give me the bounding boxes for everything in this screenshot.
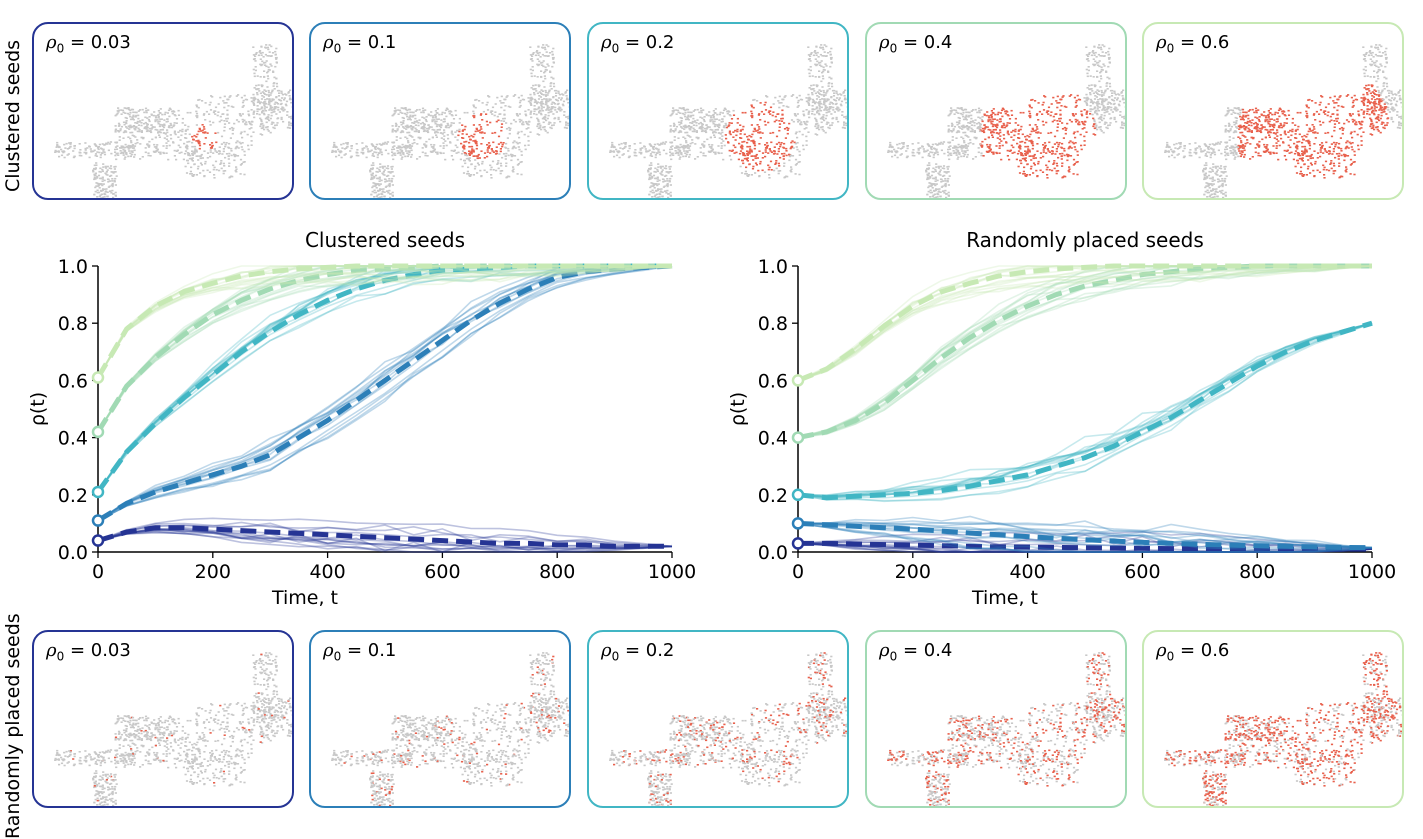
random-panel-0.2: ρ0 = 0.2 <box>587 630 849 808</box>
y-axis-label: ρ(t) <box>727 392 749 426</box>
start-marker-0.2 <box>793 490 803 500</box>
x-tick-label: 200 <box>895 561 931 583</box>
x-tick-label: 400 <box>1009 561 1045 583</box>
chart-clustered: Clustered seeds 0 200 400 600 800 1000 0.0 0.2 0.… <box>0 220 710 620</box>
clustered-panel-0.1: ρ0 = 0.1 <box>309 22 571 200</box>
x-tick-label: 0 <box>92 561 104 583</box>
network-map <box>589 24 847 198</box>
y-tick-label: 0.6 <box>58 370 88 392</box>
row-label-random: Randomly placed seeds <box>2 629 24 839</box>
start-marker-0.6 <box>93 373 103 383</box>
y-tick-label: 0.2 <box>58 485 88 507</box>
y-axis-label: ρ(t) <box>27 392 49 426</box>
network-map <box>1144 632 1402 806</box>
network-map <box>589 632 847 806</box>
y-tick-label: 0.0 <box>58 542 88 564</box>
x-tick-label: 800 <box>1239 561 1275 583</box>
network-map <box>311 24 569 198</box>
chart-title: Randomly placed seeds <box>966 228 1204 252</box>
x-tick-label: 600 <box>1124 561 1160 583</box>
clustered-panel-0.4: ρ0 = 0.4 <box>865 22 1127 200</box>
start-marker-0.03 <box>793 538 803 548</box>
network-map <box>1144 24 1402 198</box>
clustered-panel-0.2: ρ0 = 0.2 <box>587 22 849 200</box>
clustered-panel-0.6: ρ0 = 0.6 <box>1142 22 1404 200</box>
start-marker-0.4 <box>93 427 103 437</box>
start-marker-0.6 <box>793 375 803 385</box>
y-tick-label: 0.0 <box>758 542 788 564</box>
x-tick-label: 1000 <box>1348 561 1396 583</box>
network-map <box>867 24 1125 198</box>
clustered-panel-0.03: ρ0 = 0.03 <box>32 22 294 200</box>
y-tick-label: 1.0 <box>58 256 88 278</box>
y-tick-label: 0.6 <box>758 370 788 392</box>
y-tick-label: 0.8 <box>58 313 88 335</box>
start-marker-0.2 <box>93 487 103 497</box>
y-tick-label: 0.4 <box>58 428 88 450</box>
random-panel-0.6: ρ0 = 0.6 <box>1142 630 1404 808</box>
x-tick-label: 0 <box>792 561 804 583</box>
chart-random: Randomly placed seeds 0 200 400 600 800 1000 0.… <box>700 220 1410 620</box>
random-panel-0.03: ρ0 = 0.03 <box>32 630 294 808</box>
network-map <box>867 632 1125 806</box>
x-axis-label: Time, t <box>971 587 1038 609</box>
network-map <box>311 632 569 806</box>
x-axis-label: Time, t <box>271 587 338 609</box>
y-tick-label: 1.0 <box>758 256 788 278</box>
random-panel-0.1: ρ0 = 0.1 <box>309 630 571 808</box>
start-marker-0.1 <box>793 518 803 528</box>
start-marker-0.03 <box>93 536 103 546</box>
y-tick-label: 0.4 <box>758 428 788 450</box>
y-tick-label: 0.2 <box>758 485 788 507</box>
x-tick-label: 200 <box>195 561 231 583</box>
random-panel-0.4: ρ0 = 0.4 <box>865 630 1127 808</box>
start-marker-0.4 <box>793 433 803 443</box>
network-map <box>34 632 292 806</box>
network-map <box>34 24 292 198</box>
chart-title: Clustered seeds <box>305 228 465 252</box>
start-marker-0.1 <box>93 516 103 526</box>
y-tick-label: 0.8 <box>758 313 788 335</box>
x-tick-label: 1000 <box>648 561 696 583</box>
x-tick-label: 800 <box>539 561 575 583</box>
x-tick-label: 400 <box>309 561 345 583</box>
row-label-clustered: Clustered seeds <box>2 42 24 192</box>
x-tick-label: 600 <box>424 561 460 583</box>
